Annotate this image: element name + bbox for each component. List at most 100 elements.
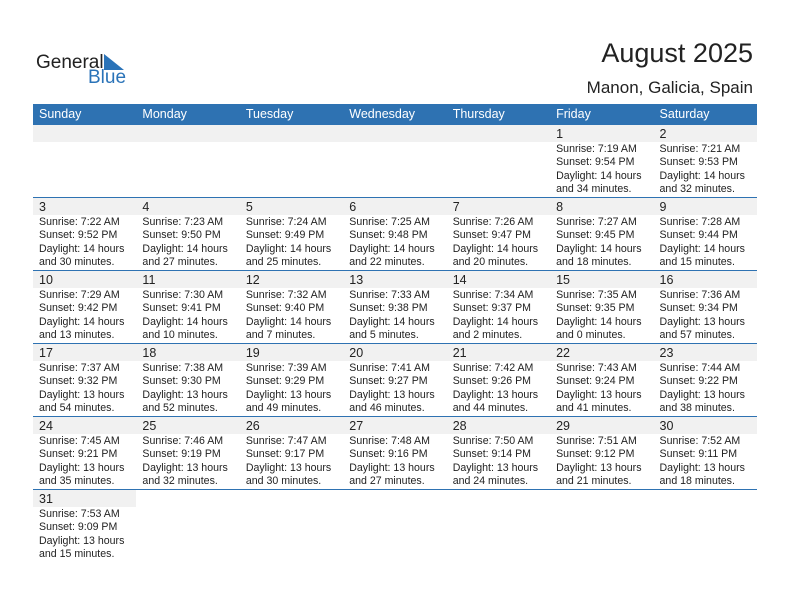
daylight-text: Daylight: 13 hours — [245, 461, 332, 474]
minutes-text: and 52 minutes. — [142, 402, 218, 415]
minutes-text: and 46 minutes. — [349, 402, 425, 415]
daylight-text: Daylight: 13 hours — [349, 388, 435, 401]
day-number: 24 — [33, 417, 137, 434]
daylight-text: Daylight: 14 hours — [245, 315, 332, 328]
minutes-text: and 0 minutes. — [556, 329, 626, 342]
day-cell: 25 Sunrise: 7:46 AM Sunset: 9:19 PM Dayligh… — [136, 417, 240, 489]
sunrise-text: Sunrise: 7:43 AM — [556, 362, 637, 374]
minutes-text: and 30 minutes. — [39, 256, 115, 269]
sunset-text: Sunset: 9:29 PM — [245, 375, 325, 388]
week-row: 10 Sunrise: 7:29 AM Sunset: 9:42 PM Dayligh… — [33, 271, 757, 344]
daylight-text: Daylight: 13 hours — [556, 461, 642, 474]
day-cell: 4 Sunrise: 7:23 AM Sunset: 9:50 PM Daylight… — [136, 198, 240, 270]
sunset-text: Sunset: 9:41 PM — [142, 302, 221, 315]
sunrise-text: Sunrise: 7:21 AM — [659, 143, 741, 155]
sunset-text: Sunset: 9:52 PM — [39, 229, 118, 242]
sunset-text: Sunset: 9:19 PM — [142, 448, 221, 461]
minutes-text: and 18 minutes. — [659, 475, 735, 488]
empty-cell — [239, 125, 344, 197]
sunset-text: Sunset: 9:09 PM — [39, 521, 118, 534]
day-number: 1 — [550, 125, 654, 142]
minutes-text: and 18 minutes. — [556, 256, 632, 269]
day-number: 22 — [550, 344, 654, 361]
sunset-text: Sunset: 9:26 PM — [452, 375, 532, 388]
sunrise-text: Sunrise: 7:51 AM — [556, 435, 637, 447]
sunrise-text: Sunrise: 7:52 AM — [659, 435, 741, 447]
day-cell: 24 Sunrise: 7:45 AM Sunset: 9:21 PM Dayligh… — [33, 417, 137, 489]
sunrise-text: Sunrise: 7:44 AM — [659, 362, 741, 374]
minutes-text: and 41 minutes. — [556, 402, 632, 415]
day-cell: 17 Sunrise: 7:37 AM Sunset: 9:32 PM Dayligh… — [33, 344, 137, 416]
sunset-text: Sunset: 9:30 PM — [142, 375, 221, 388]
sunset-text: Sunset: 9:53 PM — [659, 156, 738, 169]
day-number: 27 — [343, 417, 447, 434]
weekday-sunday: Sunday — [39, 107, 82, 121]
empty-day-band — [446, 125, 551, 142]
empty-cell — [550, 490, 653, 563]
day-cell: 12 Sunrise: 7:32 AM Sunset: 9:40 PM Dayligh… — [239, 271, 344, 343]
empty-day-band — [136, 125, 240, 142]
day-cell: 10 Sunrise: 7:29 AM Sunset: 9:42 PM Dayligh… — [33, 271, 137, 343]
day-cell: 7 Sunrise: 7:26 AM Sunset: 9:47 PM Daylight… — [446, 198, 551, 270]
sunset-text: Sunset: 9:49 PM — [245, 229, 325, 242]
weekday-wednesday: Wednesday — [349, 107, 416, 121]
sunrise-text: Sunrise: 7:33 AM — [349, 289, 430, 301]
day-cell: 9 Sunrise: 7:28 AM Sunset: 9:44 PM Daylight… — [653, 198, 757, 270]
empty-cell — [447, 490, 550, 563]
sunset-text: Sunset: 9:21 PM — [39, 448, 118, 461]
daylight-text: Daylight: 13 hours — [39, 534, 125, 547]
empty-cell — [240, 490, 343, 563]
day-number: 12 — [239, 271, 344, 288]
day-cell: 29 Sunrise: 7:51 AM Sunset: 9:12 PM Dayligh… — [550, 417, 654, 489]
daylight-text: Daylight: 13 hours — [39, 388, 125, 401]
day-cell: 27 Sunrise: 7:48 AM Sunset: 9:16 PM Dayligh… — [343, 417, 447, 489]
empty-cell — [446, 125, 551, 197]
sunset-text: Sunset: 9:32 PM — [39, 375, 118, 388]
day-number: 14 — [446, 271, 551, 288]
week-row: 17 Sunrise: 7:37 AM Sunset: 9:32 PM Dayligh… — [33, 344, 757, 417]
day-number: 15 — [550, 271, 654, 288]
sunset-text: Sunset: 9:16 PM — [349, 448, 428, 461]
sunrise-text: Sunrise: 7:34 AM — [452, 289, 534, 301]
logo: General Blue — [36, 50, 136, 90]
minutes-text: and 5 minutes. — [349, 329, 419, 342]
day-number: 18 — [136, 344, 240, 361]
day-number: 28 — [446, 417, 551, 434]
sunrise-text: Sunrise: 7:47 AM — [245, 435, 327, 447]
day-cell: 16 Sunrise: 7:36 AM Sunset: 9:34 PM Dayligh… — [653, 271, 757, 343]
daylight-text: Daylight: 14 hours — [452, 242, 539, 255]
sunrise-text: Sunrise: 7:24 AM — [245, 216, 327, 228]
day-number: 23 — [653, 344, 757, 361]
day-cell: 2 Sunrise: 7:21 AM Sunset: 9:53 PM Daylight… — [653, 125, 757, 197]
sunset-text: Sunset: 9:24 PM — [556, 375, 635, 388]
minutes-text: and 20 minutes. — [452, 256, 529, 269]
day-number: 26 — [239, 417, 344, 434]
weekday-thursday: Thursday — [452, 107, 505, 121]
daylight-text: Daylight: 14 hours — [556, 242, 642, 255]
day-cell: 3 Sunrise: 7:22 AM Sunset: 9:52 PM Daylight… — [33, 198, 137, 270]
day-cell: 19 Sunrise: 7:39 AM Sunset: 9:29 PM Dayligh… — [239, 344, 344, 416]
day-cell: 8 Sunrise: 7:27 AM Sunset: 9:45 PM Daylight… — [550, 198, 654, 270]
sunset-text: Sunset: 9:11 PM — [659, 448, 738, 461]
day-cell: 21 Sunrise: 7:42 AM Sunset: 9:26 PM Dayligh… — [446, 344, 551, 416]
sunset-text: Sunset: 9:17 PM — [245, 448, 325, 461]
day-number: 6 — [343, 198, 447, 215]
sunrise-text: Sunrise: 7:41 AM — [349, 362, 430, 374]
location: Manon, Galicia, Spain — [586, 78, 753, 97]
minutes-text: and 32 minutes. — [142, 475, 218, 488]
empty-cell — [33, 125, 137, 197]
week-row: 1 Sunrise: 7:19 AM Sunset: 9:54 PM Daylight… — [33, 125, 757, 198]
day-cell: 30 Sunrise: 7:52 AM Sunset: 9:11 PM Dayligh… — [653, 417, 757, 489]
daylight-text: Daylight: 14 hours — [556, 315, 642, 328]
sunset-text: Sunset: 9:45 PM — [556, 229, 635, 242]
minutes-text: and 27 minutes. — [142, 256, 218, 269]
empty-cell — [654, 490, 757, 563]
day-number: 30 — [653, 417, 757, 434]
day-number: 25 — [136, 417, 240, 434]
day-cell: 6 Sunrise: 7:25 AM Sunset: 9:48 PM Daylight… — [343, 198, 447, 270]
sunset-text: Sunset: 9:37 PM — [452, 302, 532, 315]
sunrise-text: Sunrise: 7:45 AM — [39, 435, 120, 447]
empty-cell — [136, 125, 240, 197]
day-number: 31 — [33, 490, 137, 507]
sunrise-text: Sunrise: 7:29 AM — [39, 289, 120, 301]
